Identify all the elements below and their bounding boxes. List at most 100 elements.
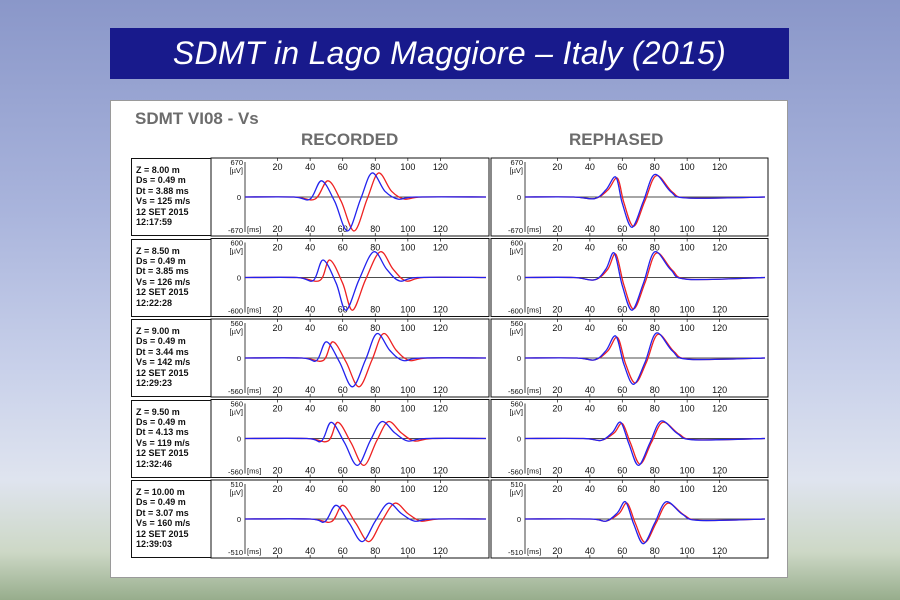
x-tick-label-bottom: 120: [433, 224, 448, 234]
sounding-info-line: 12 SET 2015: [136, 367, 189, 378]
x-tick-label-top: 20: [552, 323, 562, 333]
sounding-info-line: Z = 8.50 m: [136, 245, 180, 256]
trace-blue: [244, 332, 487, 388]
y-min-label: -600: [228, 307, 243, 316]
y-min-label: -510: [508, 548, 523, 557]
sounding-info-box: Z = 8.50 m Ds = 0.49 m Dt = 3.85 ms Vs = 12…: [131, 238, 211, 317]
x-tick-label-bottom: 120: [433, 466, 448, 476]
x-tick-label-top: 40: [585, 162, 595, 172]
plot-frame: [490, 157, 769, 237]
y-unit-label: [µV]: [230, 166, 244, 175]
plot-frame: [210, 157, 490, 237]
sounding-info-line: Vs = 142 m/s: [136, 357, 191, 368]
waveform-panel-recorded: 20 20 40 40 60 60 80 80 100 100 120 120 [ms] 670[µV] 0…: [210, 157, 490, 237]
sounding-info-line: Z = 9.50 m: [136, 406, 180, 417]
x-tick-label-bottom: 60: [338, 305, 348, 315]
waveform-panel-recorded: 20 20 40 40 60 60 80 80 100 100 120 120 [ms] 560[µV] 0…: [210, 399, 490, 478]
x-tick-label-bottom: 40: [305, 385, 315, 395]
y-zero-label: 0: [237, 515, 241, 524]
y-max-label: 560: [510, 400, 523, 409]
x-tick-label-bottom: 20: [552, 224, 562, 234]
x-unit-label: [ms]: [527, 306, 541, 315]
y-unit-label: [µV]: [510, 247, 524, 256]
x-unit-label: [ms]: [247, 225, 261, 234]
x-tick-label-bottom: 40: [585, 466, 595, 476]
waveform-panel-rephased: 20 20 40 40 60 60 80 80 100 100 120 120 [ms] 600[µV] 0…: [490, 238, 769, 317]
x-tick-label-top: 120: [433, 323, 448, 333]
x-tick-label-bottom: 100: [680, 466, 695, 476]
trace-blue: [244, 172, 487, 232]
x-tick-label-top: 80: [650, 484, 660, 494]
sounding-info-line: 12:17:59: [136, 217, 173, 228]
x-tick-label-bottom: 120: [433, 546, 448, 556]
y-zero-label: 0: [517, 435, 521, 444]
x-tick-label-bottom: 100: [400, 546, 415, 556]
x-tick-label-top: 40: [305, 323, 315, 333]
y-max-label: 670: [230, 158, 243, 167]
x-tick-label-bottom: 20: [273, 305, 283, 315]
waveform-plots: 2020404060608080100100120120[ms]670[µV]0…: [210, 157, 769, 559]
x-tick-label-bottom: 100: [400, 305, 415, 315]
sounding-info-line: Dt = 3.07 ms: [136, 507, 189, 518]
sounding-info-line: Ds = 0.49 m: [136, 255, 186, 266]
x-tick-label-top: 20: [273, 323, 283, 333]
x-tick-label-bottom: 60: [338, 385, 348, 395]
x-tick-label-top: 60: [338, 404, 348, 414]
column-header-rephased: REPHASED: [569, 130, 664, 149]
x-tick-label-bottom: 100: [680, 385, 695, 395]
waveform-panel-recorded: 20 20 40 40 60 60 80 80 100 100 120 120 [ms] 510[µV] 0…: [210, 479, 490, 559]
x-tick-label-top: 80: [650, 404, 660, 414]
x-tick-label-top: 40: [305, 243, 315, 253]
x-tick-label-top: 20: [552, 484, 562, 494]
x-tick-label-top: 60: [338, 162, 348, 172]
x-tick-label-bottom: 80: [650, 385, 660, 395]
x-tick-label-top: 120: [433, 243, 448, 253]
sounding-info-line: Vs = 160 m/s: [136, 518, 191, 529]
sounding-info-line: Ds = 0.49 m: [136, 416, 186, 427]
x-tick-label-top: 60: [338, 323, 348, 333]
y-min-label: -560: [508, 387, 523, 396]
trace-blue: [244, 502, 487, 543]
trace-blue: [524, 332, 766, 385]
figure-panel: SDMT VI08 - Vs RECORDED REPHASED Z = 8.0…: [110, 100, 788, 578]
trace-red: [524, 174, 766, 227]
x-tick-label-top: 20: [273, 404, 283, 414]
x-tick-label-top: 20: [552, 162, 562, 172]
sounding-info-line: 12:29:23: [136, 378, 173, 389]
x-tick-label-bottom: 80: [370, 466, 380, 476]
x-tick-label-top: 40: [305, 404, 315, 414]
sounding-info-box: Z = 9.50 m Ds = 0.49 m Dt = 4.13 ms Vs = 11…: [131, 399, 211, 478]
x-tick-label-top: 80: [370, 162, 380, 172]
x-tick-label-top: 120: [712, 243, 727, 253]
x-tick-label-top: 100: [400, 162, 415, 172]
sounding-info-line: 12 SET 2015: [136, 448, 189, 459]
y-min-label: -670: [228, 226, 243, 235]
sounding-info-line: Ds = 0.49 m: [136, 497, 186, 508]
trace-blue: [244, 420, 487, 467]
x-tick-label-top: 40: [305, 162, 315, 172]
y-unit-label: [µV]: [510, 488, 524, 497]
y-min-label: -560: [228, 468, 243, 477]
x-tick-label-bottom: 60: [338, 466, 348, 476]
x-tick-label-bottom: 60: [617, 466, 627, 476]
x-tick-label-top: 20: [273, 243, 283, 253]
panel-title: SDMT VI08 - Vs: [135, 109, 259, 128]
sounding-info-line: Vs = 125 m/s: [136, 196, 191, 207]
plot-frame: [490, 399, 769, 478]
x-tick-label-bottom: 40: [305, 546, 315, 556]
x-tick-label-bottom: 60: [617, 224, 627, 234]
x-tick-label-bottom: 80: [650, 546, 660, 556]
plot-frame: [490, 238, 769, 317]
x-tick-label-top: 120: [712, 404, 727, 414]
x-tick-label-top: 40: [585, 404, 595, 414]
trace-red: [244, 420, 487, 467]
x-tick-label-bottom: 120: [433, 305, 448, 315]
x-tick-label-bottom: 80: [370, 305, 380, 315]
trace-blue: [524, 251, 766, 311]
x-tick-label-top: 40: [585, 484, 595, 494]
trace-red: [244, 502, 487, 543]
trace-red: [524, 421, 766, 465]
x-tick-label-bottom: 100: [400, 224, 415, 234]
x-tick-label-top: 100: [680, 323, 695, 333]
waveform-panel-recorded: 20 20 40 40 60 60 80 80 100 100 120 120 [ms] 560[µV] 0…: [210, 318, 490, 398]
